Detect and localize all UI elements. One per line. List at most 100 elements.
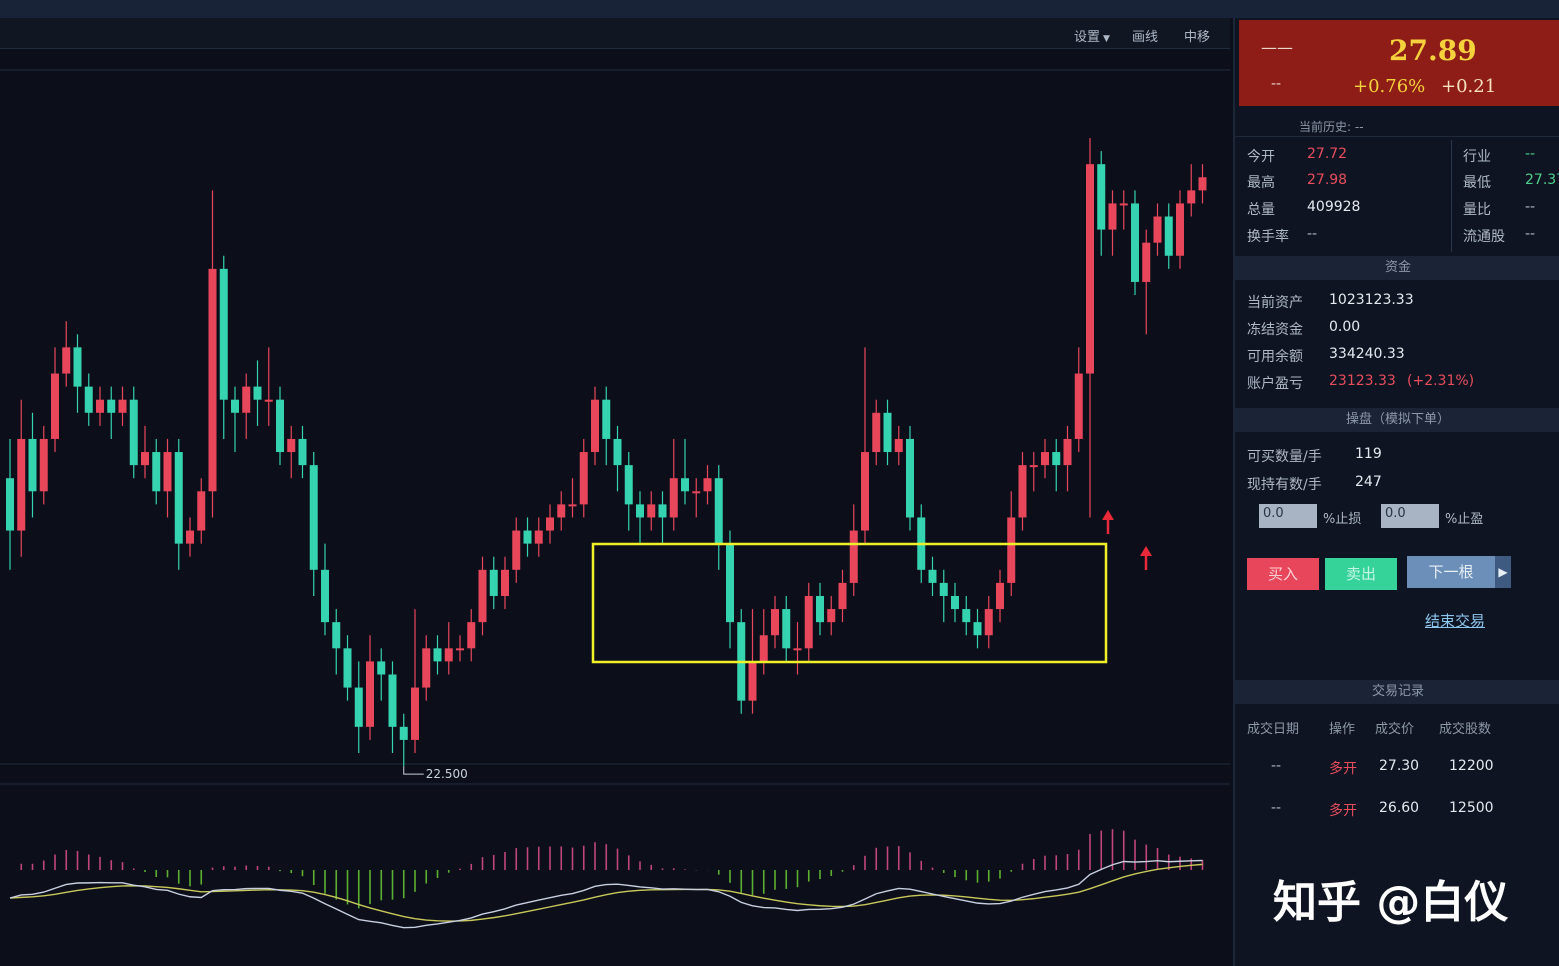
candle-body xyxy=(1097,164,1106,230)
candle-body xyxy=(1198,177,1207,191)
stat-value: 27.72 xyxy=(1307,146,1348,162)
candle-body xyxy=(174,452,183,544)
chart-area[interactable]: 22.500 设置 ▼ 画线 中移 xyxy=(0,18,1230,966)
candle-body xyxy=(534,530,543,544)
candle-body xyxy=(1041,452,1049,466)
candle-body xyxy=(782,609,791,649)
buy-arrow-icon xyxy=(1140,546,1152,556)
candle-body xyxy=(467,622,476,649)
stat-high: 最高 27.98 xyxy=(1247,172,1347,192)
stop-loss-input[interactable]: 0.0 xyxy=(1259,504,1317,528)
fund-available: 可用余额 334240.33 xyxy=(1247,346,1405,366)
macd-dif-line xyxy=(9,859,1203,929)
candle-body xyxy=(309,465,318,570)
candle-body xyxy=(1029,465,1038,468)
chart-toolbar: 设置 ▼ 画线 中移 xyxy=(0,18,1230,49)
candle-body xyxy=(264,399,273,402)
candle-body xyxy=(759,635,768,662)
candle-body xyxy=(28,438,37,492)
take-profit-input[interactable]: 0.0 xyxy=(1381,504,1439,528)
divider xyxy=(1235,136,1559,137)
candle-body xyxy=(647,504,656,518)
stat-open: 今开 27.72 xyxy=(1247,146,1347,166)
buy-button[interactable]: 买入 xyxy=(1247,558,1319,590)
candle-body xyxy=(197,491,206,531)
stat-label: 总量 xyxy=(1247,202,1275,218)
col-header-date: 成交日期 xyxy=(1247,722,1300,737)
candle-body xyxy=(456,648,464,651)
end-trade-link[interactable]: 结束交易 xyxy=(1425,612,1486,630)
quote-code: -- xyxy=(1271,76,1282,92)
stat-label: 量比 xyxy=(1463,202,1491,218)
candle-body xyxy=(996,582,1004,610)
candle-body xyxy=(276,399,284,453)
candle-body xyxy=(6,478,14,531)
stat-turnover: 换手率 -- xyxy=(1247,226,1317,246)
candle-body xyxy=(973,622,982,636)
candle-body xyxy=(377,661,386,675)
sell-button[interactable]: 卖出 xyxy=(1325,558,1397,590)
record-operation: 多开 xyxy=(1329,803,1357,819)
candle-body xyxy=(546,517,554,531)
candle-body xyxy=(872,412,881,453)
current-price: 27.89 xyxy=(1389,34,1477,67)
candle-body xyxy=(96,399,104,413)
candle-body xyxy=(84,386,93,413)
candle-body xyxy=(681,478,689,492)
col-header-shares: 成交股数 xyxy=(1439,722,1492,737)
kline-chart: 22.500 xyxy=(0,69,1230,929)
candle-body xyxy=(39,438,48,492)
candle-body xyxy=(51,373,59,439)
candle-body xyxy=(1142,242,1151,282)
next-bar-button[interactable]: 下一根 xyxy=(1407,556,1495,588)
draw-line-button[interactable]: 画线 xyxy=(1132,30,1159,45)
buyable-value: 119 xyxy=(1355,446,1382,462)
history-line: 当前历史: -- xyxy=(1299,120,1364,134)
watermark: 知乎 @白仪 xyxy=(1273,877,1509,928)
candle-body xyxy=(1131,203,1139,282)
candle-body xyxy=(321,569,329,623)
fund-label: 账户盈亏 xyxy=(1247,376,1303,392)
candle-body xyxy=(1153,216,1162,243)
take-profit-unit: %止盈 xyxy=(1445,512,1484,527)
settings-button[interactable]: 设置 ▼ xyxy=(1074,26,1110,45)
candle-body xyxy=(748,661,757,701)
candle-body xyxy=(287,438,296,453)
change-percent: +0.76% xyxy=(1353,76,1426,97)
candle-body xyxy=(1119,203,1128,206)
candle-body xyxy=(557,504,566,518)
chevron-down-icon: ▼ xyxy=(1103,34,1110,44)
stat-value: -- xyxy=(1525,146,1536,162)
candle-body xyxy=(861,452,869,531)
stat-value: 409928 xyxy=(1307,199,1361,215)
low-price-label: 22.500 xyxy=(426,767,468,781)
buyable-label: 可买数量/手 xyxy=(1247,449,1322,465)
candle-body xyxy=(928,569,937,583)
stat-industry: 行业 -- xyxy=(1463,146,1535,166)
quote-box: —— -- 27.89 +0.76% +0.21 xyxy=(1239,20,1559,106)
candle-body xyxy=(17,438,26,531)
candle-body xyxy=(984,609,993,636)
candle-body xyxy=(962,609,971,623)
stat-value: -- xyxy=(1307,226,1318,242)
candle-body xyxy=(62,347,71,374)
fund-pnl-percent: (+2.31%) xyxy=(1407,373,1475,389)
top-strip xyxy=(0,0,1559,18)
fund-total-assets: 当前资产 1023123.33 xyxy=(1247,292,1414,312)
funds-section-title: 资金 xyxy=(1235,256,1559,280)
center-move-button[interactable]: 中移 xyxy=(1184,30,1211,45)
stat-label: 换手率 xyxy=(1247,229,1289,245)
candle-body xyxy=(894,438,903,453)
fund-value: 1023123.33 xyxy=(1329,292,1414,308)
stat-volume-ratio: 量比 -- xyxy=(1463,199,1535,219)
candle-body xyxy=(1063,438,1072,466)
candle-body xyxy=(73,347,82,387)
play-icon[interactable]: ▶ xyxy=(1495,556,1511,588)
records-section-title: 交易记录 xyxy=(1235,680,1559,704)
buyable-quantity: 可买数量/手 119 xyxy=(1247,446,1382,466)
candle-body xyxy=(827,609,836,623)
stat-label: 最低 xyxy=(1463,175,1491,191)
candle-body xyxy=(568,504,577,507)
stat-float-shares: 流通股 -- xyxy=(1463,226,1535,246)
stop-loss-unit: %止损 xyxy=(1323,512,1362,527)
